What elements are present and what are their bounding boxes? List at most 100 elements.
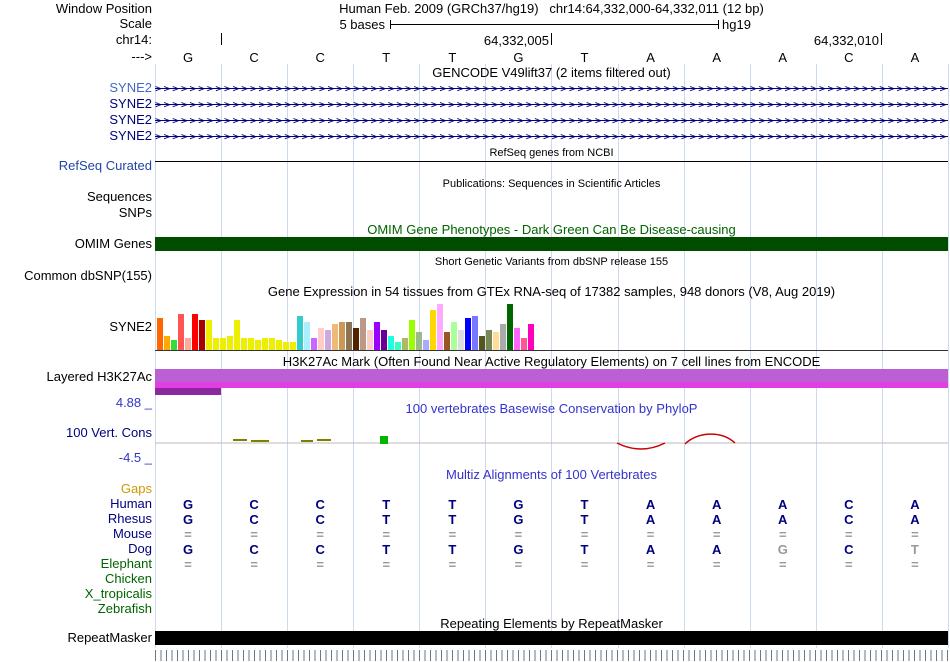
gencode-item-label[interactable]: SYNE2 — [109, 80, 152, 95]
h3k27ac-layer-2[interactable] — [155, 382, 948, 388]
gencode-transcript-line[interactable]: >>>>>>>>>>>>>>>>>>>>>>>>>>>>>>>>>>>>>>>>… — [155, 81, 948, 96]
gtex-tissue-bar[interactable] — [192, 314, 198, 350]
gtex-tissue-bar[interactable] — [276, 340, 282, 350]
snps-label[interactable]: SNPs — [118, 205, 152, 220]
gencode-item-label[interactable]: SYNE2 — [109, 96, 152, 111]
gtex-tissue-bar[interactable] — [500, 324, 506, 350]
multiz-track-title[interactable]: Multiz Alignments of 100 Vertebrates — [445, 467, 657, 482]
repeatmasker-label[interactable]: RepeatMasker — [67, 630, 152, 645]
gtex-tissue-bar[interactable] — [437, 304, 443, 350]
gtex-tissue-bar[interactable] — [374, 322, 380, 350]
gtex-tissue-bar[interactable] — [521, 338, 527, 350]
gtex-tissue-bar[interactable] — [430, 310, 436, 350]
gtex-tissue-bar[interactable] — [493, 332, 499, 350]
base-cell: = — [316, 527, 324, 542]
omim-gene-bar[interactable] — [155, 237, 948, 251]
gtex-tissue-bar[interactable] — [213, 338, 219, 350]
gtex-tissue-bar[interactable] — [290, 342, 296, 350]
conservation-label[interactable]: 100 Vert. Cons — [66, 425, 152, 440]
gtex-tissue-bar[interactable] — [227, 336, 233, 350]
gencode-item-label[interactable]: SYNE2 — [109, 112, 152, 127]
gtex-tissue-bar[interactable] — [311, 338, 317, 350]
gtex-tissue-bar[interactable] — [409, 320, 415, 350]
gencode-transcript-line[interactable]: >>>>>>>>>>>>>>>>>>>>>>>>>>>>>>>>>>>>>>>>… — [155, 129, 948, 144]
gtex-tissue-bar[interactable] — [402, 338, 408, 350]
gtex-tissue-bar[interactable] — [423, 340, 429, 350]
gencode-transcript-line[interactable]: >>>>>>>>>>>>>>>>>>>>>>>>>>>>>>>>>>>>>>>>… — [155, 97, 948, 112]
gencode-transcript-line[interactable]: >>>>>>>>>>>>>>>>>>>>>>>>>>>>>>>>>>>>>>>>… — [155, 113, 948, 128]
gtex-tissue-bar[interactable] — [269, 338, 275, 350]
gtex-tissue-bar[interactable] — [241, 338, 247, 350]
multiz-species-label-gaps[interactable]: Gaps — [120, 481, 152, 496]
multiz-species-label-x_tropicalis[interactable]: X_tropicalis — [84, 586, 152, 601]
sequences-label[interactable]: Sequences — [86, 189, 152, 204]
gtex-tissue-bar[interactable] — [514, 328, 520, 350]
gtex-tissue-bar[interactable] — [262, 338, 268, 350]
multiz-species-label-human[interactable]: Human — [110, 496, 152, 511]
gtex-tissue-bar[interactable] — [458, 330, 464, 350]
gtex-tissue-bar[interactable] — [304, 322, 310, 350]
gencode-track-title[interactable]: GENCODE V49lift37 (2 items filtered out) — [432, 65, 671, 80]
conservation-track-title[interactable]: 100 vertebrates Basewise Conservation by… — [405, 401, 698, 416]
gtex-tissue-bar[interactable] — [486, 330, 492, 350]
gtex-tissue-bar[interactable] — [332, 324, 338, 350]
multiz-species-label-zebrafish[interactable]: Zebrafish — [97, 601, 152, 616]
multiz-species-label-mouse[interactable]: Mouse — [112, 526, 152, 541]
omim-genes-label[interactable]: OMIM Genes — [74, 236, 152, 251]
gtex-tissue-bar[interactable] — [206, 320, 212, 350]
gtex-tissue-bar[interactable] — [451, 322, 457, 350]
gtex-tissue-bar[interactable] — [528, 324, 534, 350]
gtex-tissue-bar[interactable] — [353, 328, 359, 350]
gtex-tissue-bar[interactable] — [164, 336, 170, 350]
gtex-tissue-bar[interactable] — [367, 330, 373, 350]
conservation-plot[interactable] — [155, 412, 948, 464]
gtex-tissue-bar[interactable] — [157, 318, 163, 350]
dbsnp-track-title[interactable]: Short Genetic Variants from dbSNP releas… — [434, 256, 669, 268]
gtex-tissue-bar[interactable] — [248, 338, 254, 350]
repeatmasker-bar[interactable] — [155, 631, 948, 645]
gtex-tissue-bar[interactable] — [220, 338, 226, 350]
h3k27ac-layer-3[interactable] — [155, 388, 221, 395]
gtex-gene-label[interactable]: SYNE2 — [109, 319, 152, 334]
gtex-tissue-bar[interactable] — [325, 330, 331, 350]
dbsnp-label[interactable]: Common dbSNP(155) — [24, 268, 152, 283]
refseq-curated-label[interactable]: RefSeq Curated — [58, 158, 152, 173]
gtex-tissue-bar[interactable] — [479, 336, 485, 350]
gtex-tissue-bar[interactable] — [339, 322, 345, 350]
gtex-tissue-bar[interactable] — [255, 340, 261, 350]
gtex-tissue-bar[interactable] — [507, 304, 513, 350]
gtex-tissue-bar[interactable] — [465, 318, 471, 350]
gtex-expression-bars[interactable] — [157, 302, 950, 350]
multiz-species-label-elephant[interactable]: Elephant — [100, 556, 152, 571]
gtex-tissue-bar[interactable] — [283, 342, 289, 350]
gtex-tissue-bar[interactable] — [360, 318, 366, 350]
omim-track-title[interactable]: OMIM Gene Phenotypes - Dark Green Can Be… — [367, 222, 736, 237]
gtex-tissue-bar[interactable] — [297, 316, 303, 350]
gtex-tissue-bar[interactable] — [171, 340, 177, 350]
repeatmasker-track-title[interactable]: Repeating Elements by RepeatMasker — [440, 616, 663, 631]
gtex-tissue-bar[interactable] — [444, 332, 450, 350]
gtex-tissue-bar[interactable] — [234, 320, 240, 350]
gtex-tissue-bar[interactable] — [381, 330, 387, 350]
h3k27ac-track-title[interactable]: H3K27Ac Mark (Often Found Near Active Re… — [282, 354, 821, 369]
multiz-species-label-dog[interactable]: Dog — [128, 541, 152, 556]
gtex-track-title[interactable]: Gene Expression in 54 tissues from GTEx … — [267, 284, 836, 299]
gtex-tissue-bar[interactable] — [346, 322, 352, 350]
h3k27ac-label[interactable]: Layered H3K27Ac — [46, 369, 152, 384]
gtex-tissue-bar[interactable] — [178, 314, 184, 350]
gtex-tissue-bar[interactable] — [416, 332, 422, 350]
refseq-gene-line[interactable] — [155, 161, 948, 162]
gtex-tissue-bar[interactable] — [318, 328, 324, 350]
gtex-tissue-bar[interactable] — [395, 342, 401, 350]
gtex-tissue-bar[interactable] — [388, 336, 394, 350]
publications-track-title[interactable]: Publications: Sequences in Scientific Ar… — [442, 178, 661, 190]
gtex-tissue-bar[interactable] — [472, 316, 478, 350]
gencode-item-label[interactable]: SYNE2 — [109, 128, 152, 143]
multiz-species-label-rhesus[interactable]: Rhesus — [107, 511, 152, 526]
refseq-track-title[interactable]: RefSeq genes from NCBI — [489, 147, 614, 159]
gtex-tissue-bar[interactable] — [185, 338, 191, 350]
multiz-species-label-chicken[interactable]: Chicken — [105, 571, 152, 586]
h3k27ac-layer-1[interactable] — [155, 369, 948, 382]
gtex-tissue-bar[interactable] — [199, 320, 205, 350]
